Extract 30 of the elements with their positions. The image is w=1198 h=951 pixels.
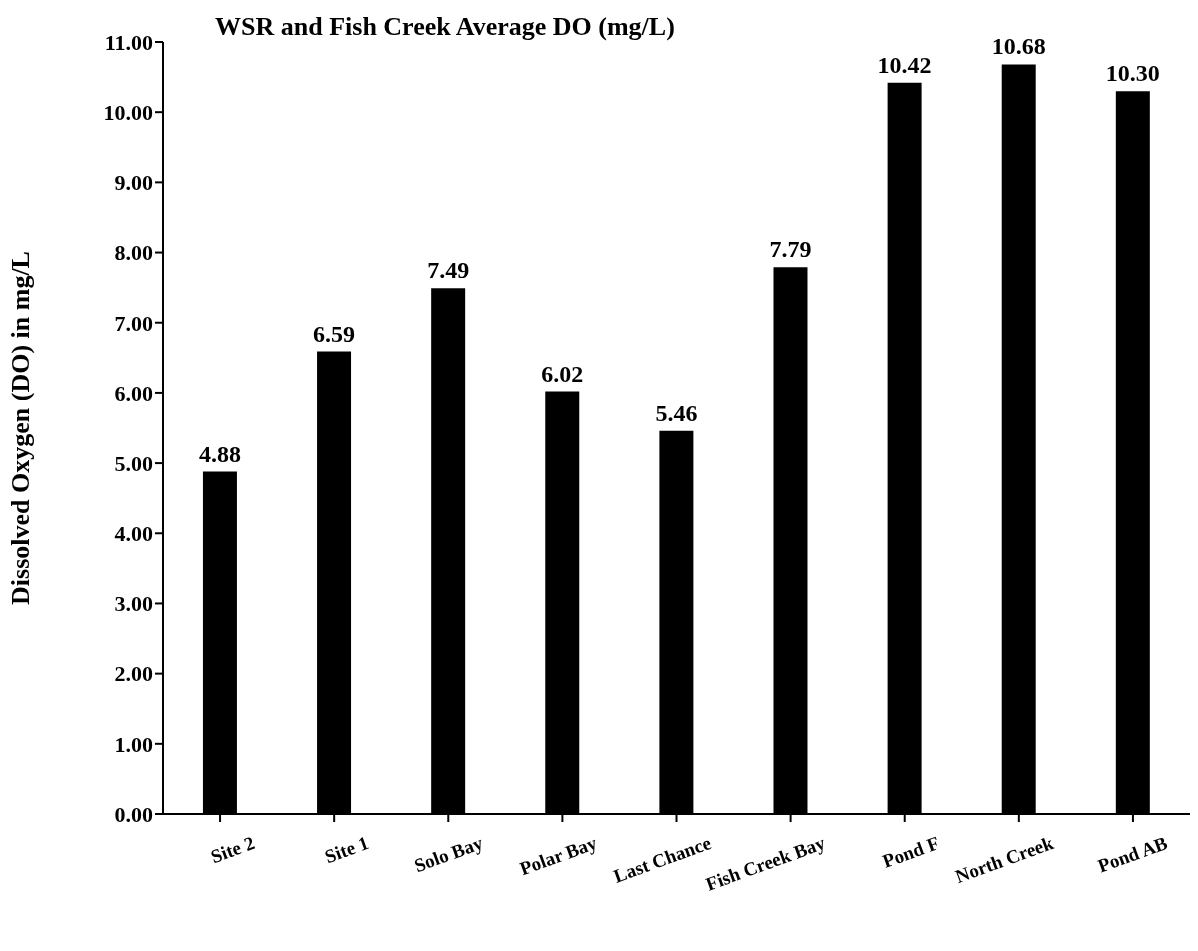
y-tick-label: 1.00	[114, 731, 153, 757]
chart-title: WSR and Fish Creek Average DO (mg/L)	[215, 12, 675, 42]
data-label: 7.79	[769, 236, 812, 263]
x-tick-label: Pond F	[879, 832, 942, 872]
x-tick-label: Site 1	[322, 832, 372, 868]
y-tick-label: 5.00	[114, 450, 153, 476]
data-label: 6.59	[313, 320, 356, 347]
y-tick-label: 2.00	[114, 661, 153, 687]
x-tick-label: Solo Bay	[411, 831, 486, 877]
y-tick-label: 0.00	[114, 801, 153, 827]
data-label: 6.02	[541, 360, 584, 387]
y-tick-label: 7.00	[114, 310, 153, 336]
y-tick-label: 8.00	[114, 240, 153, 266]
x-tick-label: Polar Bay	[516, 831, 601, 880]
y-tick-label: 10.00	[103, 99, 153, 125]
y-axis-title: Dissolved Oxygen (DO) in mg/L	[6, 251, 36, 605]
data-label: 10.42	[877, 51, 932, 78]
y-tick-label: 9.00	[114, 170, 153, 196]
data-label: 7.49	[427, 257, 470, 284]
x-tick-label: Pond AB	[1095, 831, 1171, 877]
data-label: 10.68	[991, 33, 1046, 60]
y-tick-label: 11.00	[104, 29, 153, 55]
data-label: 10.30	[1105, 60, 1160, 87]
data-label: 4.88	[198, 440, 241, 467]
y-tick-label: 3.00	[114, 591, 153, 617]
x-tick-label: Site 2	[207, 832, 258, 868]
y-tick-label: 4.00	[114, 521, 153, 547]
y-tick-label: 6.00	[114, 380, 153, 406]
data-label: 5.46	[655, 399, 698, 426]
x-tick-label: North Creek	[952, 831, 1057, 887]
